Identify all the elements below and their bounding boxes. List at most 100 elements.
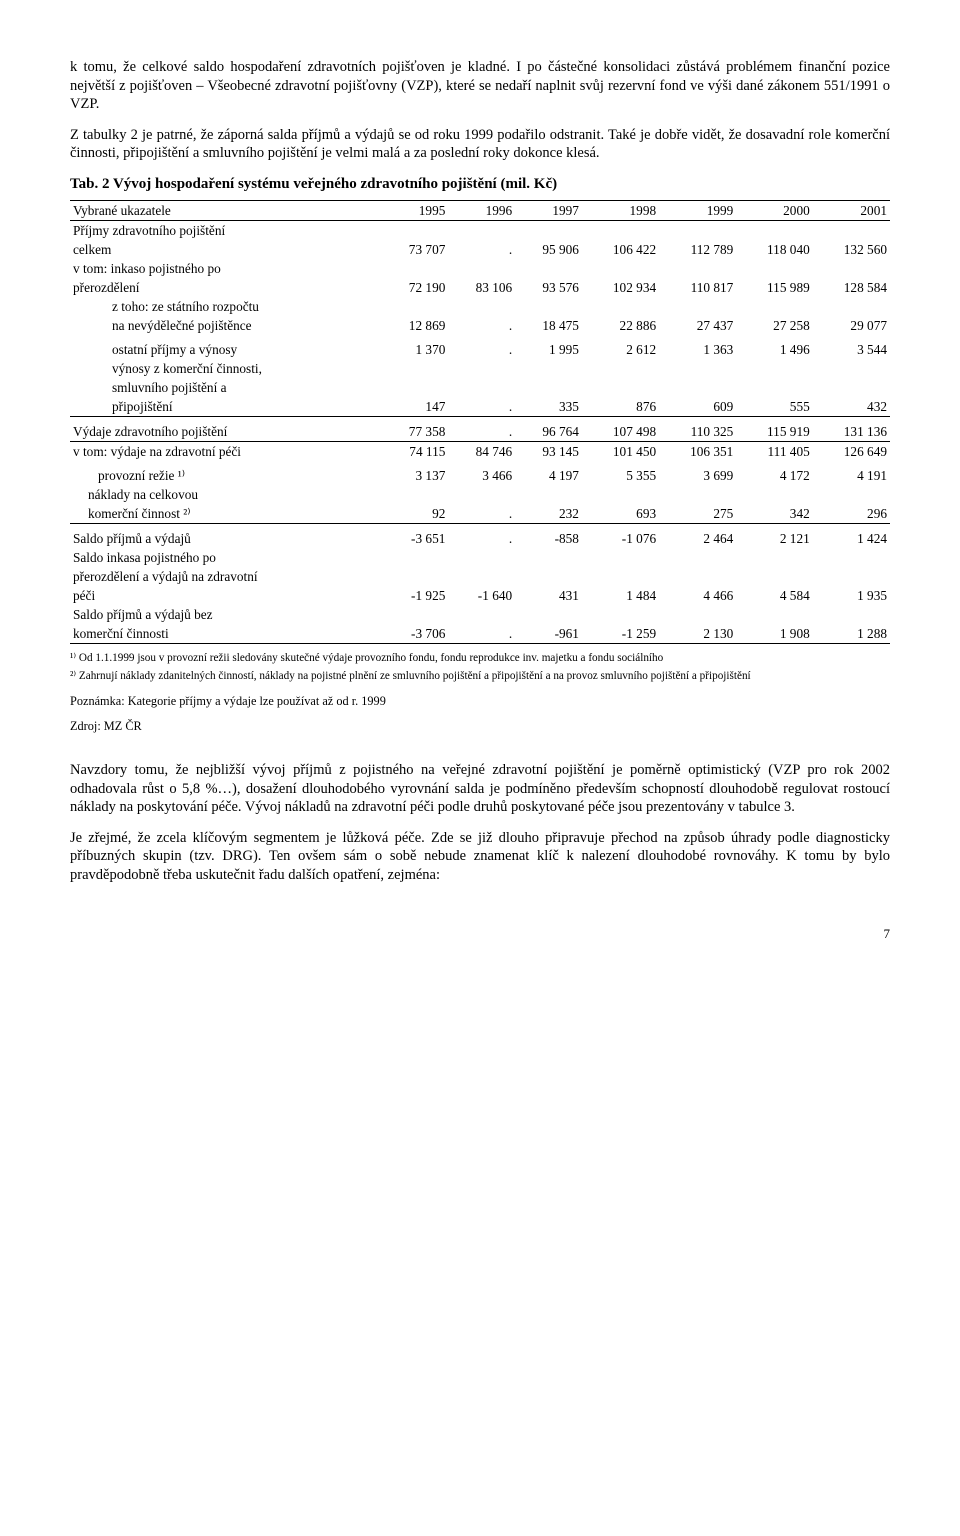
cell: .	[448, 524, 515, 549]
row-label: ostatní příjmy a výnosy	[70, 335, 382, 359]
cell	[813, 220, 890, 240]
col-1999: 1999	[659, 200, 736, 220]
cell	[659, 297, 736, 316]
cell: 132 560	[813, 240, 890, 259]
cell	[515, 359, 582, 378]
row-label: přerozdělení	[70, 278, 382, 297]
cell: 232	[515, 504, 582, 524]
row-label: náklady na celkovou	[70, 485, 382, 504]
cell: 93 576	[515, 278, 582, 297]
paragraph-1: k tomu, že celkové saldo hospodaření zdr…	[70, 58, 890, 114]
cell: .	[448, 240, 515, 259]
cell: 4 172	[736, 461, 812, 485]
cell	[813, 359, 890, 378]
table-row: na nevýdělečné pojištěnce12 869.18 47522…	[70, 316, 890, 335]
row-label: na nevýdělečné pojištěnce	[70, 316, 382, 335]
row-label: Saldo inkasa pojistného po	[70, 548, 382, 567]
cell: 101 450	[582, 442, 659, 462]
cell	[736, 378, 812, 397]
cell	[582, 259, 659, 278]
cell: 102 934	[582, 278, 659, 297]
cell	[736, 297, 812, 316]
cell	[448, 567, 515, 586]
cell	[582, 359, 659, 378]
cell: 131 136	[813, 417, 890, 442]
cell: 3 137	[382, 461, 449, 485]
row-label: celkem	[70, 240, 382, 259]
cell: 72 190	[382, 278, 449, 297]
table-row: Saldo inkasa pojistného po	[70, 548, 890, 567]
cell: 112 789	[659, 240, 736, 259]
cell: 110 817	[659, 278, 736, 297]
cell: 5 355	[582, 461, 659, 485]
cell: 110 325	[659, 417, 736, 442]
cell: 1 935	[813, 586, 890, 605]
cell	[582, 297, 659, 316]
cell	[382, 567, 449, 586]
cell: .	[448, 316, 515, 335]
col-1995: 1995	[382, 200, 449, 220]
cell: 1 288	[813, 624, 890, 644]
table-row: komerční činnost ²⁾92.232693275342296	[70, 504, 890, 524]
table-row: v tom: výdaje na zdravotní péči74 11584 …	[70, 442, 890, 462]
cell	[659, 485, 736, 504]
cell: 4 584	[736, 586, 812, 605]
cell: 107 498	[582, 417, 659, 442]
cell: 2 612	[582, 335, 659, 359]
col-2000: 2000	[736, 200, 812, 220]
cell: 18 475	[515, 316, 582, 335]
table-header-row: Vybrané ukazatele 1995 1996 1997 1998 19…	[70, 200, 890, 220]
paragraph-3: Navzdory tomu, že nejbližší vývoj příjmů…	[70, 761, 890, 817]
table-note: Poznámka: Kategorie příjmy a výdaje lze …	[70, 694, 890, 710]
cell: 432	[813, 397, 890, 417]
cell: 27 258	[736, 316, 812, 335]
table-row: komerční činnosti-3 706.-961-1 2592 1301…	[70, 624, 890, 644]
cell: 4 191	[813, 461, 890, 485]
cell: 74 115	[382, 442, 449, 462]
cell	[382, 605, 449, 624]
table-row: výnosy z komerční činnosti,	[70, 359, 890, 378]
cell: 4 197	[515, 461, 582, 485]
paragraph-2: Z tabulky 2 je patrné, že záporná salda …	[70, 126, 890, 163]
cell: .	[448, 335, 515, 359]
table-row: smluvního pojištění a	[70, 378, 890, 397]
cell: 126 649	[813, 442, 890, 462]
cell	[448, 259, 515, 278]
cell	[582, 548, 659, 567]
row-label: komerční činnosti	[70, 624, 382, 644]
cell: 2 121	[736, 524, 812, 549]
cell	[382, 220, 449, 240]
cell: -858	[515, 524, 582, 549]
cell	[736, 548, 812, 567]
footnote-1: ¹⁾ Od 1.1.1999 jsou v provozní režii sle…	[70, 652, 890, 666]
cell	[736, 220, 812, 240]
row-label: v tom: inkaso pojistného po	[70, 259, 382, 278]
table-row: celkem73 707.95 906106 422112 789118 040…	[70, 240, 890, 259]
cell: 147	[382, 397, 449, 417]
cell: -1 259	[582, 624, 659, 644]
cell	[382, 378, 449, 397]
cell	[736, 605, 812, 624]
cell	[582, 220, 659, 240]
row-label: v tom: výdaje na zdravotní péči	[70, 442, 382, 462]
table-row: Saldo příjmů a výdajů-3 651.-858-1 0762 …	[70, 524, 890, 549]
cell	[448, 359, 515, 378]
cell	[515, 220, 582, 240]
row-label: přerozdělení a výdajů na zdravotní	[70, 567, 382, 586]
cell	[659, 359, 736, 378]
row-label: z toho: ze státního rozpočtu	[70, 297, 382, 316]
cell	[736, 485, 812, 504]
cell	[736, 359, 812, 378]
cell: 118 040	[736, 240, 812, 259]
cell: 3 544	[813, 335, 890, 359]
cell: 93 145	[515, 442, 582, 462]
row-label: Saldo příjmů a výdajů bez	[70, 605, 382, 624]
cell	[582, 378, 659, 397]
cell	[515, 378, 582, 397]
table-row: z toho: ze státního rozpočtu	[70, 297, 890, 316]
cell: 115 919	[736, 417, 812, 442]
table-row: přerozdělení a výdajů na zdravotní	[70, 567, 890, 586]
cell: 1 370	[382, 335, 449, 359]
row-label: výnosy z komerční činnosti,	[70, 359, 382, 378]
col-1998: 1998	[582, 200, 659, 220]
